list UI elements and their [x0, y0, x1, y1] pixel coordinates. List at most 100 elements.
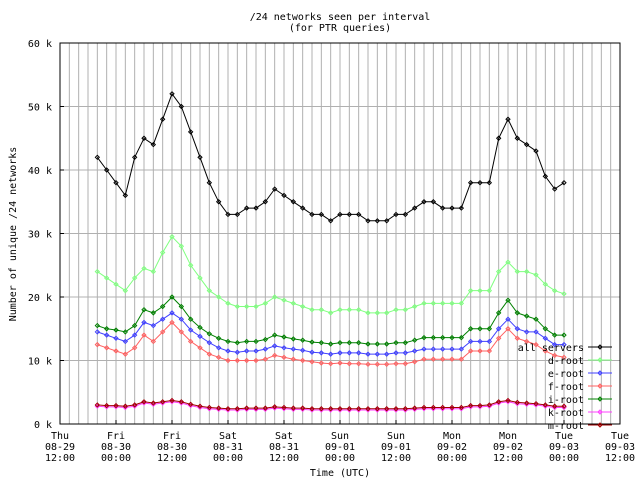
data-point [355, 350, 362, 356]
series-line [97, 312, 564, 355]
data-point [467, 338, 474, 345]
data-point [327, 406, 334, 412]
x-tick-label: Tue [555, 431, 573, 442]
legend: all servers d-root e-root f-root i-root k-roo… [518, 343, 612, 432]
data-point [477, 338, 483, 345]
y-axis-label: Number of unique /24 networks [8, 147, 19, 322]
x-tick-label: 00:00 [101, 453, 131, 464]
x-tick-label: Mon [499, 431, 517, 442]
data-point [542, 326, 549, 332]
data-point [225, 300, 231, 307]
data-point [486, 348, 493, 354]
data-point [411, 405, 418, 411]
x-tick-label: 00:00 [549, 453, 579, 464]
x-tick-label: 09-01 [325, 442, 355, 453]
data-point [374, 351, 381, 357]
data-point [169, 397, 175, 404]
data-point [523, 329, 530, 335]
data-point [262, 300, 269, 307]
data-point [113, 281, 119, 288]
data-point [253, 303, 259, 310]
data-point [281, 404, 287, 411]
data-point [113, 179, 119, 186]
data-point [523, 338, 530, 345]
data-point [346, 406, 353, 412]
y-tick-label: 10 k [28, 357, 52, 368]
data-point [514, 399, 521, 406]
data-point [533, 341, 539, 348]
data-point [449, 346, 455, 352]
data-point [309, 406, 315, 412]
data-point [281, 192, 287, 199]
x-tick-label: 08-30 [157, 442, 187, 453]
data-point [225, 338, 231, 345]
data-point [215, 199, 222, 205]
data-point [318, 306, 325, 313]
x-tick-label: Sat [219, 431, 237, 442]
data-point [309, 306, 315, 313]
legend-item: m-root [548, 421, 612, 432]
data-point [542, 402, 549, 408]
data-point [383, 406, 390, 412]
data-point [365, 310, 371, 316]
data-point [327, 218, 334, 224]
data-point [178, 243, 185, 249]
x-tick-label: 09-02 [437, 442, 467, 453]
data-point [178, 316, 185, 322]
data-point [206, 340, 213, 346]
data-point [262, 356, 269, 362]
data-point [290, 336, 297, 342]
data-point [178, 303, 185, 310]
data-point [234, 349, 241, 355]
x-tick-label: 00:00 [437, 453, 467, 464]
data-point [346, 306, 353, 313]
grid [59, 42, 621, 425]
data-point [94, 268, 101, 275]
data-point [327, 310, 334, 316]
data-point [542, 348, 549, 354]
data-point [159, 316, 166, 322]
legend-marker [597, 396, 603, 402]
data-point [402, 340, 409, 346]
data-point [281, 297, 287, 303]
data-point [505, 397, 511, 404]
data-point [355, 340, 362, 346]
x-tick-label: 09-01 [381, 442, 411, 453]
data-point [383, 351, 390, 357]
series-layer [94, 91, 567, 413]
data-point [150, 310, 157, 316]
data-point [197, 333, 203, 340]
y-tick-label: 60 k [28, 39, 52, 50]
data-point [383, 361, 390, 368]
data-point [262, 346, 269, 352]
data-point [430, 199, 437, 205]
data-point [551, 332, 558, 338]
data-point [514, 310, 521, 316]
data-point [290, 300, 297, 307]
data-point [467, 287, 474, 294]
data-point [514, 135, 521, 141]
data-point [551, 186, 558, 192]
data-point [271, 404, 278, 410]
data-point [439, 300, 446, 307]
data-point [234, 303, 241, 310]
x-tick-label: 12:00 [269, 453, 299, 464]
data-point [159, 116, 166, 122]
data-point [411, 348, 418, 354]
data-point [150, 268, 157, 275]
data-point [439, 334, 446, 341]
data-point [411, 205, 418, 211]
data-point [402, 406, 409, 412]
x-tick-label: 08-30 [101, 442, 131, 453]
data-point [309, 359, 315, 365]
x-tick-label: Fri [163, 431, 181, 442]
series-m-root [94, 397, 567, 412]
data-point [430, 346, 437, 352]
data-point [122, 351, 129, 357]
data-point [514, 268, 521, 275]
data-point [430, 404, 437, 411]
data-point [178, 329, 185, 335]
data-point [477, 179, 483, 186]
data-point [393, 360, 399, 367]
series-line [97, 399, 564, 410]
